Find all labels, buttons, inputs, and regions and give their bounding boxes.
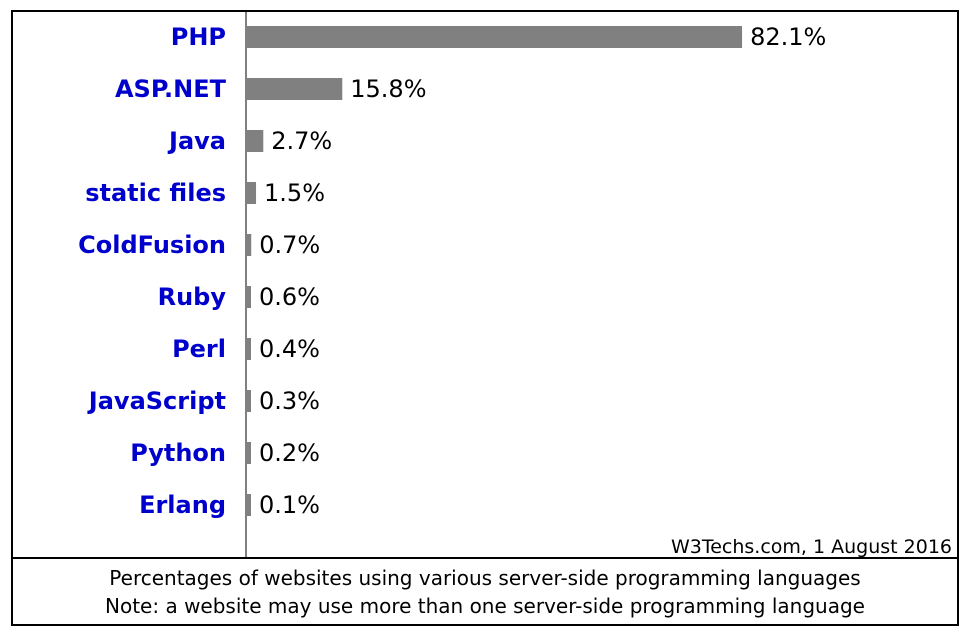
category-label: Ruby bbox=[158, 283, 227, 311]
category-label: PHP bbox=[171, 23, 226, 51]
labels-layer: PHP 82.1% ASP.NET 15.8% Java 2.7% static files… bbox=[78, 23, 826, 519]
source-note: W3Techs.com, 1 August 2016 bbox=[670, 536, 952, 558]
value-label: 0.6% bbox=[259, 283, 320, 311]
category-label: ColdFusion bbox=[78, 231, 226, 259]
caption-divider bbox=[11, 557, 959, 559]
caption-line-2: Note: a website may use more than one se… bbox=[105, 594, 865, 618]
value-label: 1.5% bbox=[264, 179, 325, 207]
bar-php bbox=[247, 26, 743, 48]
value-label: 2.7% bbox=[271, 127, 332, 155]
category-label: Python bbox=[130, 439, 226, 467]
category-label: Erlang bbox=[139, 491, 226, 519]
value-label: 0.1% bbox=[259, 491, 320, 519]
category-label: JavaScript bbox=[87, 387, 226, 415]
category-label: static files bbox=[85, 179, 226, 207]
bar-coldfusion bbox=[247, 234, 252, 256]
bar-java bbox=[247, 130, 264, 152]
chart-frame bbox=[11, 10, 959, 626]
bar-ruby bbox=[247, 286, 251, 308]
bar-static-files bbox=[247, 182, 257, 204]
bar-erlang bbox=[247, 494, 251, 516]
value-label: 82.1% bbox=[750, 23, 826, 51]
bars-layer bbox=[247, 26, 743, 516]
value-label: 15.8% bbox=[350, 75, 426, 103]
value-label: 0.7% bbox=[259, 231, 320, 259]
value-label: 0.3% bbox=[259, 387, 320, 415]
bar-javascript bbox=[247, 390, 251, 412]
category-label: Perl bbox=[172, 335, 226, 363]
category-label: Java bbox=[167, 127, 226, 155]
bar-asp-net bbox=[247, 78, 343, 100]
value-label: 0.4% bbox=[259, 335, 320, 363]
bar-python bbox=[247, 442, 251, 464]
value-label: 0.2% bbox=[259, 439, 320, 467]
category-label: ASP.NET bbox=[115, 75, 227, 103]
bar-perl bbox=[247, 338, 251, 360]
caption-line-1: Percentages of websites using various se… bbox=[109, 566, 861, 590]
